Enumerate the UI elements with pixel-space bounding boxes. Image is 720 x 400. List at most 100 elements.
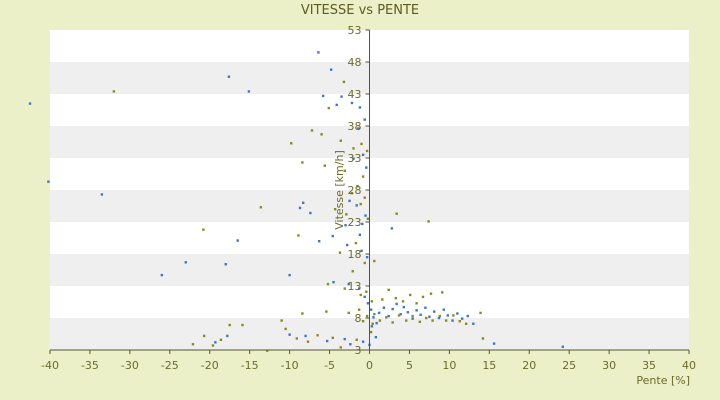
data-points [28,51,564,352]
x-tick-label: 15 [482,359,496,372]
y-tick-label: 18 [348,248,362,261]
data-point-blue [358,106,362,109]
data-point-olive [228,323,231,327]
data-point-blue [340,95,343,98]
x-tick-label: -10 [281,359,299,372]
data-point-blue [226,334,229,338]
data-point-blue [361,153,365,156]
data-point-blue [227,75,231,78]
data-point-olive [338,251,342,254]
data-point-blue [492,342,496,345]
x-tick-label: -40 [41,359,59,372]
data-point-olive [339,346,342,349]
data-point-olive [365,290,368,293]
data-point-olive [112,90,116,93]
data-point-blue [446,314,449,317]
data-point-blue [387,314,390,318]
data-point-olive [440,291,444,294]
data-point-blue [437,316,441,320]
data-point-olive [347,311,350,315]
data-point-olive [323,164,326,167]
data-point-blue [363,295,366,299]
data-point-olive [361,175,365,178]
data-point-olive [479,311,482,315]
data-point-olive [202,334,206,338]
data-point-olive [418,320,422,324]
data-point-blue [370,325,374,328]
data-point-olive [385,316,388,319]
data-point-blue [399,312,402,316]
x-tick-label: -25 [161,359,179,372]
data-point-blue [357,127,360,130]
data-point-blue [349,343,352,346]
x-tick-label: -15 [241,359,259,372]
data-point-olive [350,192,354,195]
data-point-blue [304,334,307,338]
data-point-olive [351,270,354,273]
data-point-olive [438,314,441,318]
data-point-blue [345,243,349,247]
x-axis-label: Pente [%] [636,374,690,387]
data-point-blue [358,233,362,236]
x-tick-label: 20 [522,359,536,372]
data-point-blue [288,273,291,277]
data-point-blue [411,317,414,320]
x-tick-label: 35 [642,359,656,372]
y-tick-label: 53 [348,24,362,37]
data-point-blue [302,201,305,204]
data-point-olive [355,338,358,341]
data-point-blue [350,101,354,105]
y-tick-label: 8 [355,312,362,325]
data-point-olive [343,169,346,172]
data-point-blue [317,240,321,243]
data-point-blue [100,193,104,196]
y-tick-label: 23 [348,216,362,229]
data-point-olive [391,321,394,324]
x-tick-label: -20 [201,359,219,372]
data-point-blue [365,256,369,259]
data-point-olive [339,139,342,142]
data-point-blue [561,345,564,348]
data-point-olive [371,322,374,325]
data-point-olive [360,142,363,146]
data-point-olive [356,184,359,188]
y-tick-label: 33 [348,152,362,165]
data-point-olive [365,314,369,318]
y-tick-label: 28 [348,184,362,197]
data-point-olive [241,323,244,327]
data-point-blue [372,316,375,319]
data-point-blue [361,222,364,226]
data-point-blue [369,308,373,311]
data-point-olive [331,336,334,340]
data-point-olive [345,213,348,216]
x-tick-label: -5 [324,359,335,372]
data-point-blue [247,90,251,93]
x-tick-label: 30 [602,359,616,372]
x-tick-label: 10 [442,359,456,372]
y-tick-label: 48 [348,56,362,69]
data-point-blue [382,306,386,309]
data-point-blue [415,309,418,312]
data-point-olive [409,293,412,297]
data-point-olive [378,319,382,322]
data-point-olive [387,288,390,292]
data-point-olive [342,80,346,84]
y-tick-label: 38 [348,120,362,133]
data-point-blue [406,311,410,314]
data-point-olive [259,206,263,209]
data-point-olive [343,287,346,290]
data-point-blue [364,214,367,217]
data-point-blue [332,280,335,284]
data-point-blue [466,314,469,318]
data-point-olive [452,314,455,317]
data-point-olive [325,310,328,313]
data-point-olive [327,106,330,110]
data-point-olive [301,312,304,315]
data-point-olive [370,300,374,303]
data-point-olive [297,234,300,237]
data-point-blue [456,312,459,315]
data-point-blue [344,224,347,227]
x-tick-label: 0 [366,359,373,372]
data-point-olive [310,129,314,132]
